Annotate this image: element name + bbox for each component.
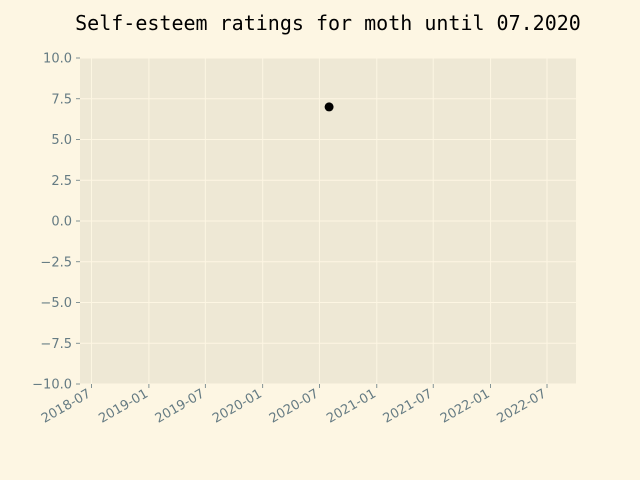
x-tick-label: 2019-07 <box>153 386 208 426</box>
data-points <box>324 102 334 112</box>
grid-lines <box>80 57 576 385</box>
y-tick-label: −10.0 <box>32 378 72 393</box>
x-axis-ticks: 2018-07 2019-01 2019-07 2020-01 2020-07 2021-… <box>39 384 549 427</box>
y-tick-label: 0.0 <box>51 215 72 230</box>
x-tick-label: 2020-07 <box>267 386 322 426</box>
data-point <box>324 102 334 112</box>
y-tick-label: 7.5 <box>51 92 72 107</box>
x-tick-label: 2022-01 <box>438 386 493 426</box>
y-tick-label: 10.0 <box>43 52 72 67</box>
chart-title: Self-esteem ratings for moth until 07.20… <box>75 11 581 35</box>
x-tick-label: 2019-01 <box>96 386 151 426</box>
y-tick-label: −5.0 <box>40 296 72 311</box>
x-tick-label: 2021-07 <box>381 386 436 426</box>
y-tick-label: 5.0 <box>51 133 72 148</box>
y-tick-label: 2.5 <box>51 174 72 189</box>
y-tick-label: −7.5 <box>40 337 72 352</box>
x-tick-label: 2021-01 <box>324 386 379 426</box>
y-axis-ticks: 10.0 7.5 5.0 2.5 0.0 −2.5 −5.0 −7.5 −10.0 <box>32 52 80 393</box>
y-tick-label: −2.5 <box>40 255 72 270</box>
x-tick-label: 2020-01 <box>210 386 265 426</box>
x-tick-label: 2022-07 <box>494 386 549 426</box>
